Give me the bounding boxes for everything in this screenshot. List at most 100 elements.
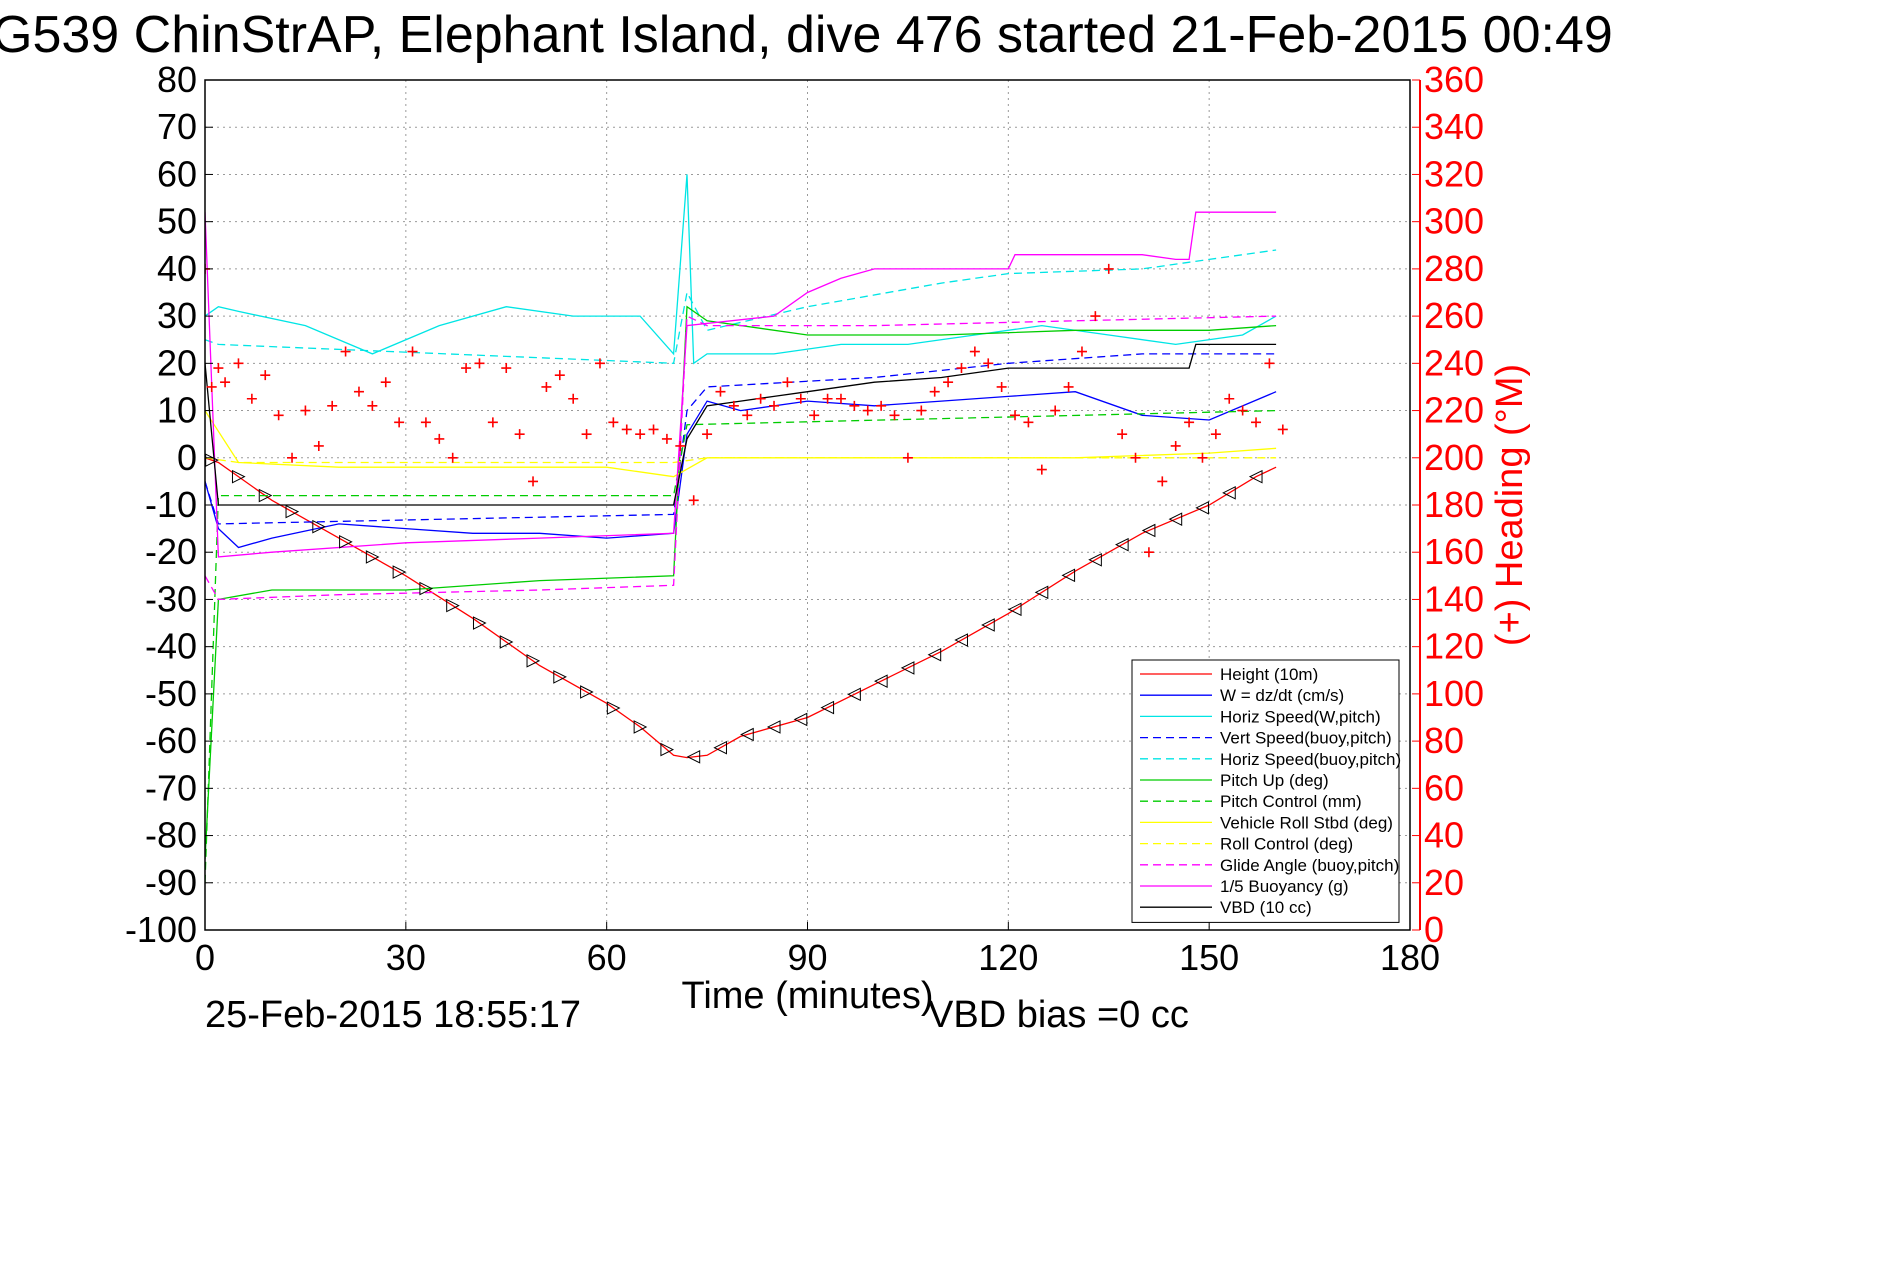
heading-point bbox=[983, 358, 994, 369]
heading-point bbox=[661, 433, 672, 444]
depth-marker bbox=[419, 581, 434, 596]
heading-point bbox=[769, 400, 780, 411]
legend-label: Pitch Up (deg) bbox=[1220, 771, 1329, 790]
depth-marker bbox=[1115, 537, 1129, 552]
heading-point bbox=[220, 377, 231, 388]
x-axis: 0 30 60 90 120 150 180 bbox=[195, 922, 1440, 978]
depth-marker bbox=[1248, 469, 1263, 484]
y-tick-label: 40 bbox=[157, 248, 197, 289]
y-tick-label: 80 bbox=[157, 59, 197, 100]
heading-point bbox=[313, 440, 324, 451]
y-tick-label: 0 bbox=[177, 437, 197, 478]
x-tick-label: 30 bbox=[386, 937, 426, 978]
heading-point bbox=[621, 424, 632, 435]
series-line-10 bbox=[205, 211, 1277, 558]
y-tick-right-label: 20 bbox=[1424, 862, 1464, 903]
heading-point bbox=[849, 400, 860, 411]
heading-point bbox=[889, 410, 900, 421]
depth-marker bbox=[874, 674, 888, 688]
x-tick-label: 180 bbox=[1380, 937, 1440, 978]
y-tick-right-label: 160 bbox=[1424, 531, 1484, 572]
y-tick-right-label: 320 bbox=[1424, 153, 1484, 194]
legend-label: Glide Angle (buoy,pitch) bbox=[1220, 856, 1399, 875]
heading-point bbox=[353, 386, 364, 397]
y-tick-label: -100 bbox=[125, 909, 197, 950]
chart-title: G539 ChinStrAP, Elephant Island, dive 47… bbox=[0, 6, 1613, 64]
y-tick-right-label: 140 bbox=[1424, 578, 1484, 619]
legend-label: W = dz/dt (cm/s) bbox=[1220, 686, 1344, 705]
legend-label: Vehicle Roll Stbd (deg) bbox=[1220, 813, 1393, 832]
y-tick-right-label: 220 bbox=[1424, 390, 1484, 431]
depth-marker bbox=[713, 740, 727, 755]
legend-label: Vert Speed(buoy,pitch) bbox=[1220, 729, 1392, 748]
depth-marker bbox=[339, 535, 353, 549]
depth-marker bbox=[1034, 585, 1049, 600]
depth-marker bbox=[1168, 512, 1183, 526]
y-tick-right-label: 300 bbox=[1424, 201, 1484, 242]
legend: Height (10m) W = dz/dt (cm/s) Horiz Speed(… bbox=[1131, 659, 1401, 923]
heading-point bbox=[206, 381, 217, 392]
depth-marker bbox=[472, 616, 487, 630]
heading-point bbox=[916, 405, 927, 416]
heading-point bbox=[1184, 417, 1195, 428]
y-tick-label: -40 bbox=[145, 626, 197, 667]
depth-marker bbox=[981, 618, 995, 632]
y-tick-right-label: 360 bbox=[1424, 59, 1484, 100]
depth-marker bbox=[553, 670, 567, 684]
heading-point bbox=[956, 363, 967, 374]
depth-marker bbox=[526, 654, 541, 668]
heading-point bbox=[233, 358, 244, 369]
depth-marker bbox=[580, 685, 594, 699]
heading-point bbox=[246, 393, 257, 404]
depth-marker bbox=[231, 469, 246, 484]
depth-marker bbox=[740, 727, 754, 742]
y-tick-label: 60 bbox=[157, 153, 197, 194]
footer-vbd-bias: VBD bias =0 cc bbox=[928, 994, 1189, 1036]
heading-point bbox=[474, 358, 485, 369]
heading-point bbox=[943, 377, 954, 388]
depth-marker bbox=[365, 550, 380, 564]
depth-marker bbox=[499, 635, 514, 649]
heading-point bbox=[501, 363, 512, 374]
y-tick-right-label: 120 bbox=[1424, 626, 1484, 667]
x-tick-label: 0 bbox=[195, 937, 215, 978]
series-line-7 bbox=[205, 410, 1277, 478]
depth-marker bbox=[1195, 501, 1209, 515]
depth-marker bbox=[793, 712, 808, 727]
heading-point bbox=[287, 452, 298, 463]
heading-point bbox=[1143, 547, 1154, 558]
heading-point bbox=[340, 346, 351, 357]
heading-point bbox=[1063, 381, 1074, 392]
heading-point bbox=[1076, 346, 1087, 357]
heading-point bbox=[996, 381, 1007, 392]
y-tick-label: 70 bbox=[157, 106, 197, 147]
y-tick-right-label: 260 bbox=[1424, 295, 1484, 336]
heading-point bbox=[929, 386, 940, 397]
heading-point bbox=[327, 400, 338, 411]
heading-point bbox=[1237, 405, 1248, 416]
depth-marker bbox=[927, 647, 942, 662]
heading-point bbox=[300, 405, 311, 416]
heading-point bbox=[1010, 410, 1021, 421]
heading-point bbox=[835, 393, 846, 404]
y-tick-label: -90 bbox=[145, 862, 197, 903]
depth-marker bbox=[285, 504, 300, 519]
heading-point bbox=[715, 386, 726, 397]
depth-marker bbox=[312, 519, 326, 534]
x-axis-label: Time (minutes) bbox=[682, 975, 934, 1017]
y-tick-right-label: 60 bbox=[1424, 767, 1464, 808]
y-tick-right-label: 200 bbox=[1424, 437, 1484, 478]
depth-marker bbox=[686, 750, 701, 764]
heading-point bbox=[541, 381, 552, 392]
y-tick-label: 20 bbox=[157, 342, 197, 383]
y-axis-right-label: (+) Heading (°M) bbox=[1489, 364, 1531, 646]
depth-marker bbox=[1007, 602, 1022, 617]
heading-point bbox=[728, 400, 739, 411]
heading-point bbox=[1251, 417, 1262, 428]
heading-point bbox=[822, 393, 833, 404]
x-tick-label: 120 bbox=[978, 937, 1038, 978]
heading-point bbox=[688, 495, 699, 506]
y-tick-right-label: 80 bbox=[1424, 720, 1464, 761]
depth-marker bbox=[660, 742, 675, 757]
x-tick-label: 150 bbox=[1179, 937, 1239, 978]
